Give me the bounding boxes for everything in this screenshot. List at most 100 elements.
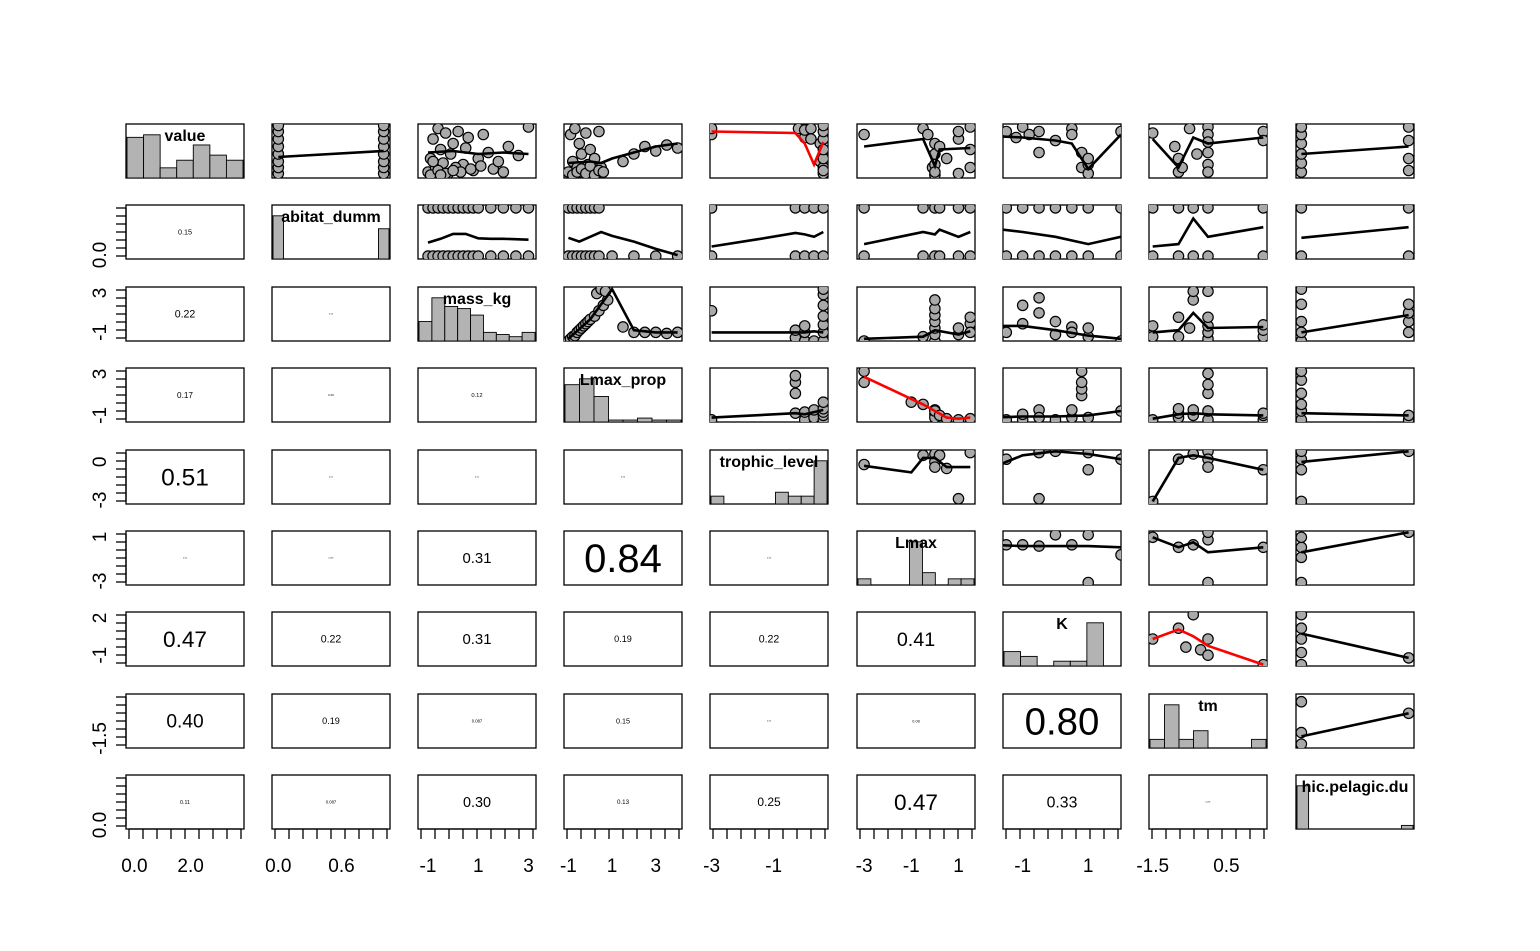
- point-r1-c6-13: [1066, 205, 1078, 214]
- smooth-line-r1-c3: [567, 230, 678, 257]
- point-r3-c4-6: [798, 406, 811, 418]
- point-r1-c7-0: [1149, 250, 1159, 259]
- point-r2-c4-13: [817, 287, 828, 295]
- panel-frame-r1-c8: [1295, 204, 1415, 260]
- point-r0-c7-12: [1202, 166, 1214, 178]
- point-r4-c7-2: [1187, 450, 1200, 460]
- point-r0-c6-9: [1066, 128, 1078, 141]
- panel-frame-r1-c6: [1002, 204, 1122, 260]
- corr-text-r7-c0: 0.40: [166, 712, 203, 733]
- point-r5-c6-7: [1082, 576, 1095, 585]
- corr-text-r6-c5: 0.41: [897, 629, 935, 651]
- hist-bar-K-1: [1020, 655, 1038, 667]
- panel-frame-r6-c5: [856, 611, 976, 667]
- y-tick-label-row4-1: -3: [90, 492, 111, 509]
- point-r2-c4-10: [817, 310, 828, 322]
- panel-frame-r3-c1: [271, 367, 391, 423]
- panel-frame-r7-c8: [1295, 693, 1415, 749]
- y-tick-label-row1-0: 0.0: [90, 242, 111, 268]
- point-r1-c7-9: [1257, 205, 1267, 214]
- hist-bar-Lmax_prop-0: [564, 384, 580, 423]
- point-r2-c6-4: [1033, 307, 1045, 319]
- diag-label-mass_kg: mass_kg: [443, 291, 512, 308]
- point-r0-c2-10: [447, 137, 459, 150]
- point-r2-c5-12: [964, 311, 975, 324]
- point-r0-c8-7: [1402, 152, 1414, 165]
- point-r1-c6-3: [1033, 250, 1045, 259]
- point-r0-c8-6: [1402, 164, 1414, 177]
- hist-bar-value-4: [192, 144, 211, 179]
- point-r1-c6-7: [1115, 250, 1121, 259]
- panel-frame-r7-c5: [856, 693, 976, 749]
- point-r0-c2-32: [427, 155, 439, 168]
- point-r0-c6-6: [1033, 125, 1045, 138]
- hist-bar-K-4: [1069, 660, 1088, 667]
- y-tick-label-row2-1: -1: [90, 324, 111, 341]
- point-r4-c7-5: [1202, 461, 1214, 473]
- corr-text-r6-c4: 0.22: [759, 634, 780, 646]
- point-r3-c8-5: [1296, 368, 1308, 378]
- point-r0-c2-23: [512, 149, 525, 162]
- smooth-line-r3-c6: [1003, 409, 1121, 419]
- point-r1-c7-1: [1172, 250, 1185, 259]
- point-r3-c6-0: [985, 412, 995, 422]
- x-tick-label-col2-2: 3: [523, 856, 534, 877]
- point-r2-c7-6: [1187, 287, 1200, 298]
- point-r0-c6-3: [1016, 124, 1029, 133]
- corr-text-r6-c0: 0.47: [163, 627, 207, 652]
- panel-frame-r3-c5: [856, 367, 976, 423]
- smooth-line-r6-c8: [1301, 632, 1409, 660]
- smooth-line-r3-c7: [1152, 411, 1264, 420]
- point-r3-c5-0: [858, 368, 870, 378]
- hist-bar-value-0: [126, 136, 145, 179]
- x-tick-label-col5-2: 1: [953, 856, 964, 877]
- hist-bar-mass_kg-3: [457, 308, 472, 342]
- point-r7-c8-2: [1296, 695, 1308, 708]
- point-r2-c7-14: [1257, 319, 1267, 331]
- point-r1-c2-29: [522, 205, 535, 214]
- smooth-line-r1-c5: [863, 228, 971, 246]
- point-r1-c2-10: [472, 250, 485, 259]
- point-r2-c4-0: [710, 304, 718, 317]
- smooth-line-r0-c5: [863, 137, 971, 170]
- y-tick-label-row3-1: -1: [90, 407, 111, 424]
- smooth-line-r2-c6: [1003, 324, 1121, 341]
- hist-bar-trophic_level-7: [800, 495, 815, 505]
- point-r0-c2-11: [452, 125, 464, 138]
- smooth-line-r0-c2: [427, 149, 529, 156]
- panel-frame-r5-c4: [709, 530, 829, 586]
- point-r1-c3-9: [628, 250, 640, 259]
- x-tick-label-col2-0: -1: [420, 856, 437, 877]
- point-r0-c7-0: [1149, 127, 1159, 139]
- panel-frame-r4-c4: [709, 449, 829, 505]
- point-r0-c3-8: [580, 127, 592, 139]
- x-tick-label-col3-1: 1: [607, 856, 618, 877]
- smooth-line-r1-c2: [427, 232, 529, 244]
- point-r3-c6-8: [1066, 404, 1078, 416]
- point-r2-c8-5: [1402, 326, 1414, 339]
- smooth-line-r6-c7: [1152, 628, 1264, 666]
- point-r3-c4-2: [789, 387, 802, 400]
- corr-text-r7-c4: 0.00: [767, 721, 772, 723]
- hist-bar-K-0: [1003, 651, 1022, 667]
- point-r3-c8-2: [1296, 398, 1308, 411]
- hist-bar-K-3: [1053, 660, 1071, 667]
- point-r1-c8-1: [1296, 205, 1308, 214]
- smooth-line-r1-c4: [711, 230, 824, 248]
- point-r1-c7-8: [1202, 205, 1214, 214]
- corr-text-r6-c3: 0.19: [614, 634, 632, 644]
- point-r2-c5-10: [952, 322, 965, 334]
- point-r1-c5-5: [964, 250, 975, 259]
- smooth-line-r0-c6: [1003, 133, 1121, 172]
- point-r3-c4-13: [817, 396, 828, 408]
- corr-text-r8-c2: 0.30: [463, 795, 491, 811]
- point-r3-c7-10: [1202, 368, 1214, 380]
- point-r6-c7-6: [1202, 649, 1214, 661]
- point-r1-c6-6: [1082, 250, 1095, 259]
- corr-text-r4-c3: 0.00: [621, 477, 626, 479]
- point-r1-c3-7: [593, 250, 605, 259]
- point-r1-c6-9: [1003, 205, 1013, 214]
- x-tick-label-col3-0: -1: [560, 856, 577, 877]
- panel-frame-r6-c1: [271, 611, 391, 667]
- point-r1-c3-11: [671, 250, 682, 259]
